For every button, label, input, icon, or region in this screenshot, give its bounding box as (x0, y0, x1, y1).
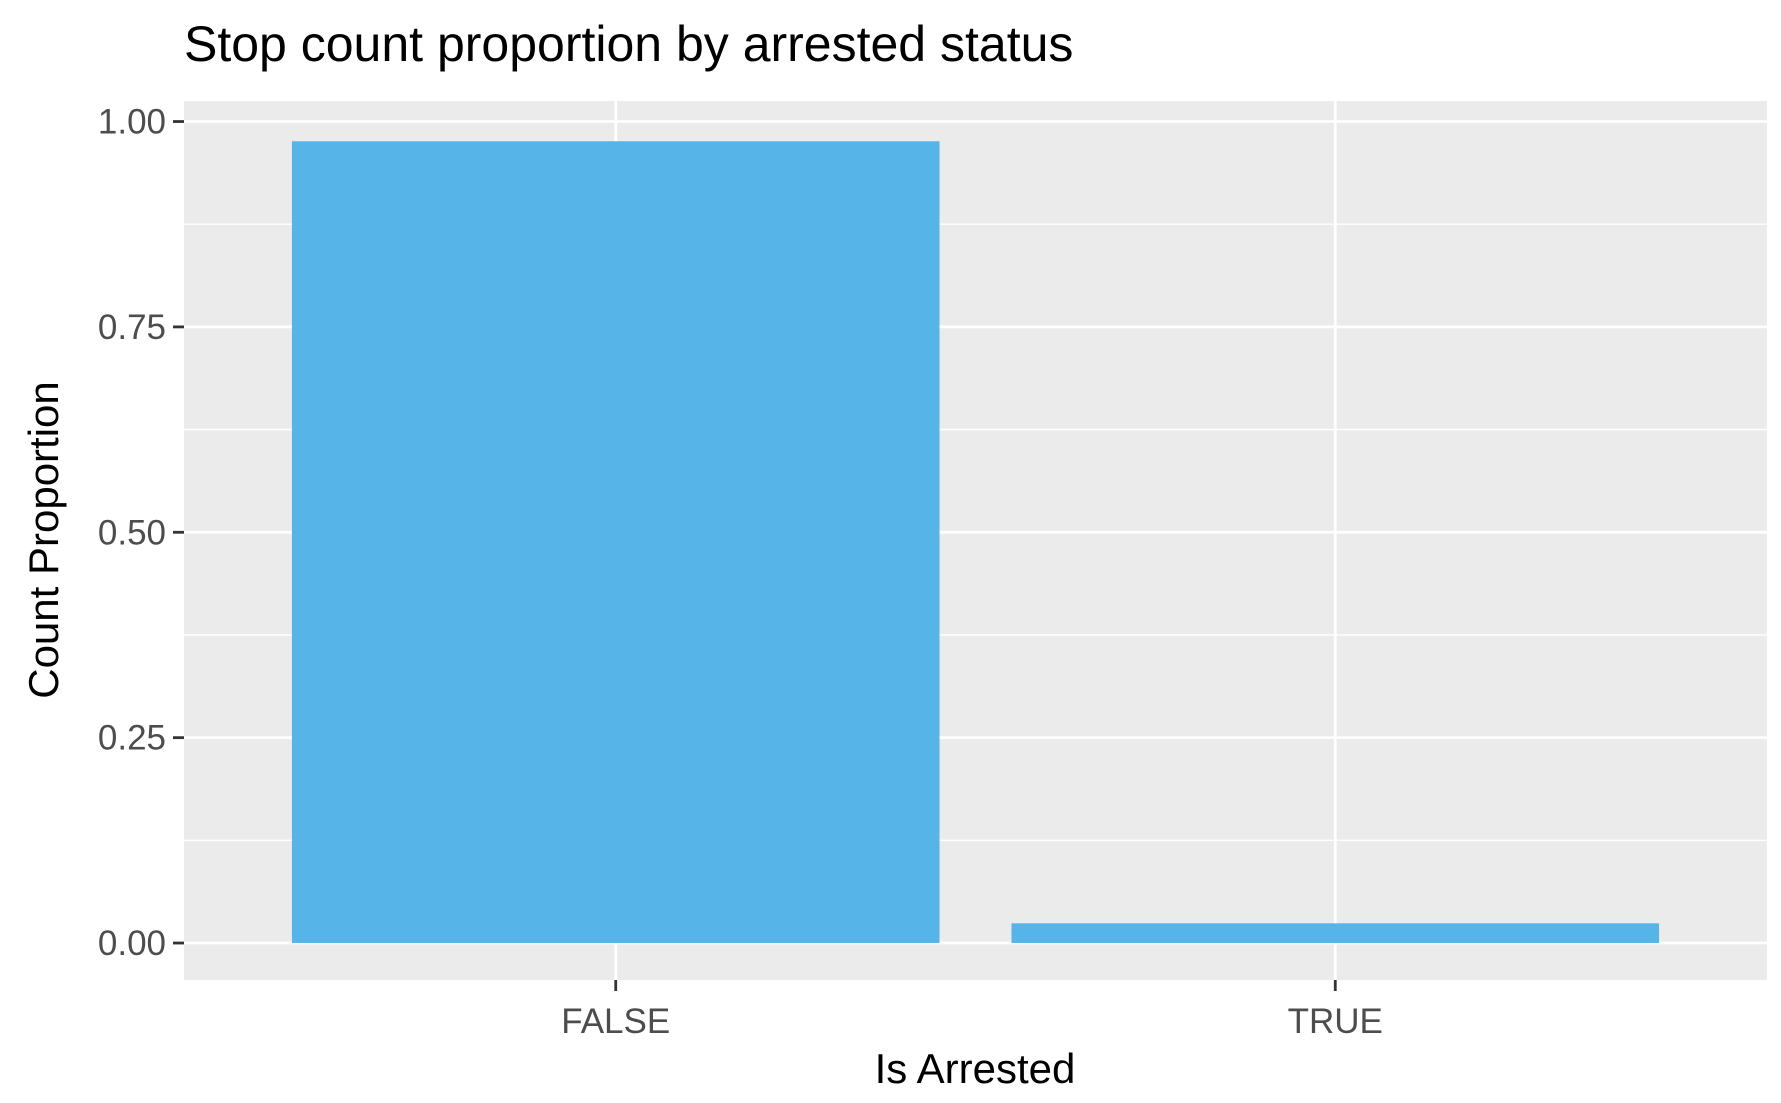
x-tick-label-false: FALSE (561, 1002, 670, 1041)
bars (291, 141, 1660, 944)
bar-true (1011, 923, 1660, 944)
x-tick-label-true: TRUE (1288, 1002, 1383, 1041)
x-axis: FALSE TRUE (561, 980, 1383, 1041)
y-tick-label: 0.25 (98, 719, 166, 758)
y-tick-label: 1.00 (98, 103, 166, 142)
y-tick-label: 0.75 (98, 308, 166, 347)
y-axis: 0.00 0.25 0.50 0.75 1.00 (98, 103, 184, 963)
x-axis-title: Is Arrested (875, 1045, 1076, 1092)
y-axis-title: Count Proportion (20, 381, 67, 699)
bar-false (291, 141, 940, 944)
y-tick-label: 0.00 (98, 924, 166, 963)
y-tick-label: 0.50 (98, 513, 166, 552)
chart-title: Stop count proportion by arrested status (184, 16, 1073, 72)
